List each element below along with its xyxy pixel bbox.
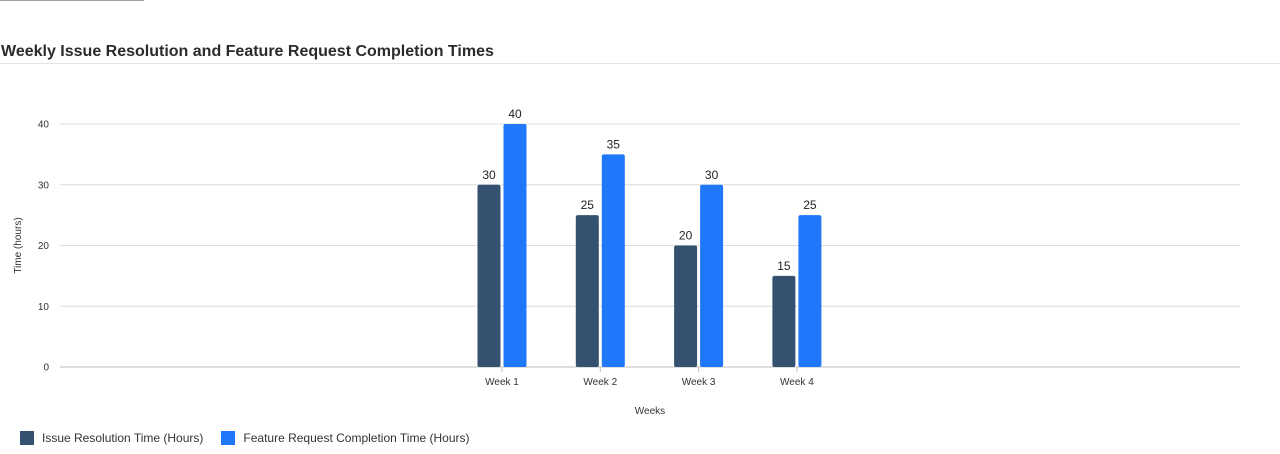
legend-label-feature-request: Feature Request Completion Time (Hours) [243,431,470,445]
y-tick-label: 20 [38,241,50,252]
data-label: 25 [803,198,817,212]
data-label: 15 [777,259,791,273]
y-tick-label: 10 [38,302,50,313]
bar-issue-resolution [477,184,501,367]
data-label: 30 [482,168,496,182]
y-tick-label: 0 [43,363,49,374]
legend-item-feature-request[interactable]: Feature Request Completion Time (Hours) [221,431,469,445]
data-label: 35 [607,137,621,151]
bar-issue-resolution [674,245,698,367]
legend-swatch-feature-request [221,431,236,445]
bar-issue-resolution [575,215,599,367]
y-axis-label: Time (hours) [13,217,24,273]
top-tab-line [0,0,144,1]
x-tick-label: Week 1 [485,377,519,388]
data-label: 40 [508,107,522,121]
legend-label-issue-resolution: Issue Resolution Time (Hours) [42,431,204,445]
bar-feature-request [798,215,822,367]
title-divider [0,63,1280,64]
x-tick-label: Week 4 [780,377,814,388]
bar-feature-request [503,124,527,367]
legend-item-issue-resolution[interactable]: Issue Resolution Time (Hours) [20,431,203,445]
bar-feature-request [601,154,625,367]
chart-title: Weekly Issue Resolution and Feature Requ… [1,43,494,60]
legend-swatch-issue-resolution [20,431,34,445]
bar-issue-resolution [772,275,796,367]
x-tick-label: Week 3 [682,377,716,388]
bar-feature-request [700,184,724,367]
x-tick-label: Week 2 [583,377,617,388]
data-label: 30 [705,168,719,182]
data-label: 25 [581,198,595,212]
y-tick-label: 30 [38,180,50,191]
x-axis-label: Weeks [635,406,665,417]
legend: Issue Resolution Time (Hours) Feature Re… [20,431,487,445]
y-tick-label: 40 [38,120,50,131]
data-label: 20 [679,229,693,243]
